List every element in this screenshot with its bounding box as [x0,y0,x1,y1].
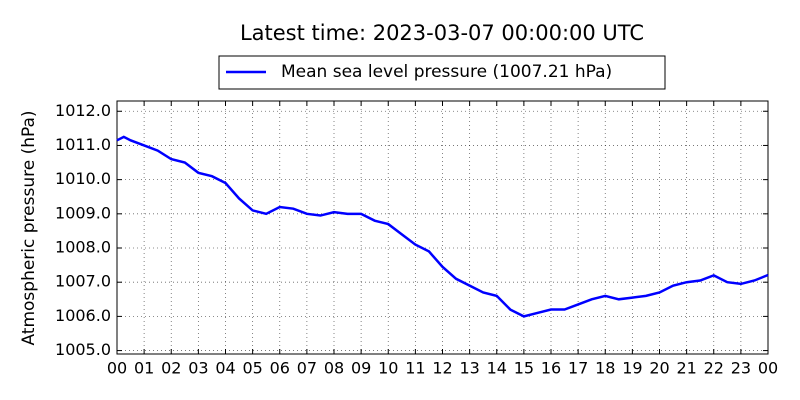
x-tick-label: 07 [297,359,317,378]
x-tick-label: 21 [676,359,696,378]
y-tick-label: 1005.0 [55,340,111,359]
chart-title: Latest time: 2023-03-07 00:00:00 UTC [240,21,644,45]
x-tick-label: 22 [704,359,724,378]
x-tick-label: 20 [649,359,669,378]
y-tick-label: 1006.0 [55,306,111,325]
line [116,135,769,318]
x-tick-label: 01 [134,359,154,378]
x-tick-label: 23 [731,359,751,378]
x-tick-label: 05 [242,359,262,378]
x-tick-label: 00 [107,359,127,378]
x-tick-label: 13 [459,359,479,378]
plot-frame [116,100,769,355]
x-tick-label: 04 [215,359,235,378]
y-axis-label: Atmospheric pressure (hPa) [19,110,39,345]
x-tick-label: 12 [432,359,452,378]
x-tick-label: 17 [568,359,588,378]
x-tick-label: 16 [541,359,561,378]
y-tick-label: 1011.0 [55,135,111,154]
y-tick-label: 1007.0 [55,272,111,291]
x-tick-label: 15 [514,359,534,378]
x-tick-label: 03 [188,359,208,378]
y-tick-label: 1012.0 [55,101,111,120]
x-tick-label: 09 [351,359,371,378]
x-tick-label: 06 [270,359,290,378]
legend-box [218,55,666,90]
x-tick-label: 00 [758,359,778,378]
x-tick-label: 08 [324,359,344,378]
x-tick-label: 11 [405,359,425,378]
x-tick-label: 19 [622,359,642,378]
x-tick-label: 18 [595,359,615,378]
x-tick-label: 14 [487,359,507,378]
y-tick-label: 1009.0 [55,203,111,222]
y-tick-label: 1010.0 [55,169,111,188]
x-tick-label: 10 [378,359,398,378]
x-tick-label: 02 [161,359,181,378]
legend-label: Mean sea level pressure (1007.21 hPa) [281,62,612,82]
y-tick-label: 1008.0 [55,238,111,257]
